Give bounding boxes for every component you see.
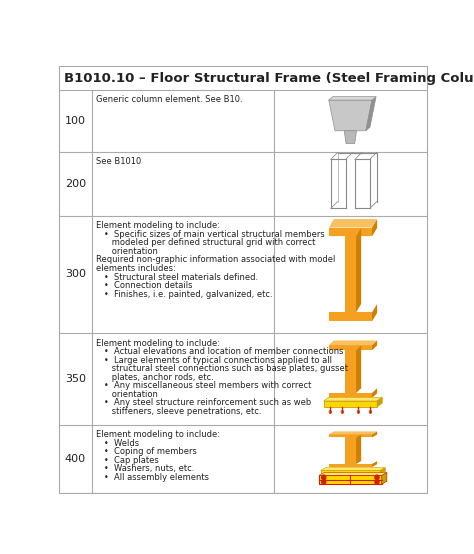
Text: 100: 100	[65, 116, 86, 126]
Polygon shape	[382, 473, 387, 484]
Text: 300: 300	[65, 269, 86, 279]
Circle shape	[322, 479, 326, 484]
Bar	[329, 434, 372, 438]
Circle shape	[322, 475, 326, 480]
Circle shape	[375, 479, 379, 484]
Text: •  All assembly elements: • All assembly elements	[96, 473, 210, 482]
Bar	[345, 237, 356, 312]
Circle shape	[341, 411, 344, 413]
Text: Element modeling to include:: Element modeling to include:	[96, 430, 220, 439]
Polygon shape	[372, 304, 377, 321]
Text: •  Welds: • Welds	[96, 439, 139, 448]
Text: structural steel connections such as base plates, gusset: structural steel connections such as bas…	[96, 364, 348, 373]
Text: 350: 350	[65, 374, 86, 384]
Polygon shape	[329, 341, 377, 345]
Text: elements includes:: elements includes:	[96, 264, 176, 273]
Polygon shape	[319, 473, 387, 475]
Polygon shape	[372, 341, 377, 350]
Bar	[319, 475, 382, 484]
Text: Required non-graphic information associated with model: Required non-graphic information associa…	[96, 255, 336, 264]
Polygon shape	[356, 228, 361, 312]
Polygon shape	[329, 219, 377, 228]
Polygon shape	[372, 461, 377, 467]
Text: •  Coping of members: • Coping of members	[96, 448, 197, 456]
Text: 400: 400	[65, 454, 86, 464]
Text: orientation: orientation	[96, 390, 158, 399]
Circle shape	[329, 411, 332, 413]
Polygon shape	[356, 434, 361, 464]
Bar	[329, 228, 372, 237]
Circle shape	[357, 411, 360, 413]
Text: •  Finishes, i.e. painted, galvanized, etc.: • Finishes, i.e. painted, galvanized, et…	[96, 290, 273, 299]
Text: •  Large elements of typical connections applied to all: • Large elements of typical connections …	[96, 356, 332, 365]
Text: •  Structural steel materials defined.: • Structural steel materials defined.	[96, 273, 258, 281]
Text: 200: 200	[65, 179, 86, 189]
Polygon shape	[377, 397, 382, 407]
Polygon shape	[372, 219, 377, 237]
Text: •  Any miscellaneous steel members with correct: • Any miscellaneous steel members with c…	[96, 381, 312, 391]
Polygon shape	[329, 96, 376, 100]
Text: plates, anchor rods, etc.: plates, anchor rods, etc.	[96, 373, 214, 382]
Polygon shape	[372, 388, 377, 398]
Circle shape	[375, 475, 379, 480]
Polygon shape	[329, 100, 372, 131]
Text: orientation: orientation	[96, 247, 158, 256]
Bar	[329, 345, 372, 350]
Bar	[329, 464, 372, 467]
Text: Element modeling to include:: Element modeling to include:	[96, 222, 220, 230]
Polygon shape	[324, 397, 382, 401]
Polygon shape	[372, 432, 377, 438]
Text: •  Any steel structure reinforcement such as web: • Any steel structure reinforcement such…	[96, 398, 311, 407]
Text: stiffeners, sleeve penetrations, etc.: stiffeners, sleeve penetrations, etc.	[96, 407, 262, 416]
Bar	[329, 393, 372, 398]
Polygon shape	[380, 468, 385, 474]
Text: •  Connection details: • Connection details	[96, 281, 193, 290]
Text: See B1010: See B1010	[96, 157, 142, 166]
Circle shape	[369, 411, 372, 413]
Text: B1010.10 – Floor Structural Frame (Steel Framing Columns): B1010.10 – Floor Structural Frame (Steel…	[64, 71, 474, 85]
Text: Element modeling to include:: Element modeling to include:	[96, 338, 220, 348]
Bar	[329, 312, 372, 321]
Text: •  Cap plates: • Cap plates	[96, 456, 159, 465]
Bar	[345, 438, 356, 464]
Polygon shape	[344, 131, 356, 143]
Bar	[345, 350, 356, 393]
Text: •  Washers, nuts, etc.: • Washers, nuts, etc.	[96, 464, 195, 474]
Polygon shape	[356, 346, 361, 393]
Polygon shape	[329, 432, 377, 434]
Text: Generic column element. See B10.: Generic column element. See B10.	[96, 95, 243, 105]
Text: modeled per defined structural grid with correct: modeled per defined structural grid with…	[96, 238, 316, 248]
Polygon shape	[366, 96, 376, 131]
Bar	[324, 401, 377, 407]
Text: •  Actual elevations and location of member connections: • Actual elevations and location of memb…	[96, 347, 344, 356]
Polygon shape	[320, 468, 385, 470]
Bar	[320, 470, 380, 474]
Text: •  Specific sizes of main vertical structural members: • Specific sizes of main vertical struct…	[96, 230, 325, 239]
